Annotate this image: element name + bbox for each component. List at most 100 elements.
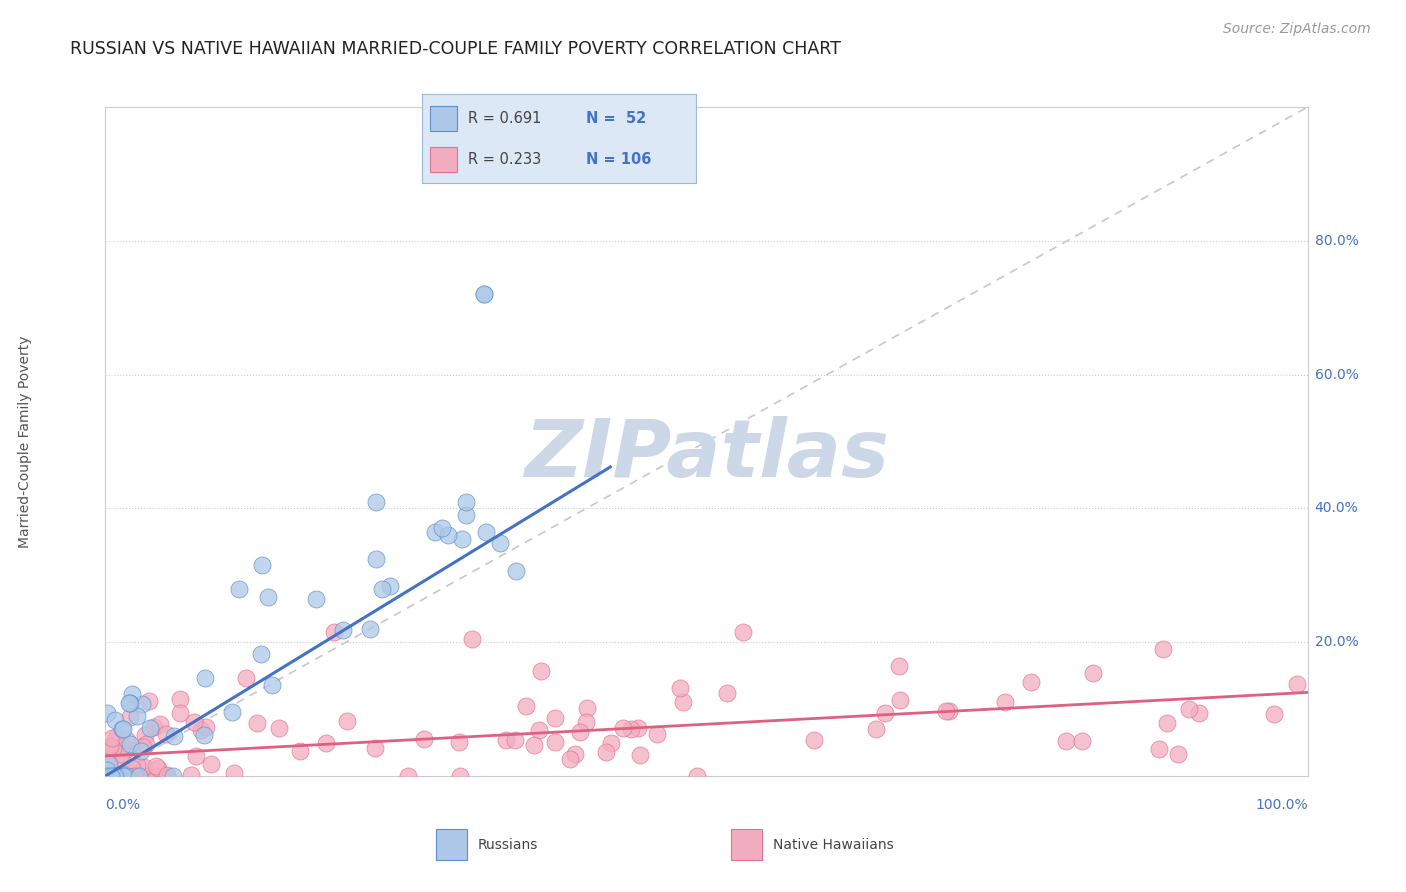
- Point: [104, 769, 127, 783]
- Point: [115, 742, 138, 756]
- Text: 40.0%: 40.0%: [1315, 501, 1358, 516]
- Point: [104, 769, 127, 783]
- Point: [668, 681, 690, 695]
- Point: [628, 748, 651, 763]
- Point: [451, 532, 474, 546]
- Point: [190, 723, 212, 738]
- Point: [1286, 677, 1309, 691]
- Point: [96, 706, 118, 720]
- Point: [935, 704, 957, 718]
- Point: [183, 714, 205, 729]
- Point: [600, 736, 623, 750]
- Point: [111, 722, 134, 736]
- Point: [104, 713, 127, 727]
- Point: [112, 769, 135, 783]
- Text: Native Hawaiians: Native Hawaiians: [773, 838, 894, 852]
- Point: [1263, 706, 1285, 721]
- Point: [336, 714, 359, 728]
- Point: [105, 769, 128, 783]
- Point: [889, 693, 911, 707]
- Point: [195, 720, 218, 734]
- Point: [121, 761, 143, 775]
- Point: [246, 715, 269, 730]
- Point: [118, 738, 141, 752]
- Point: [97, 740, 120, 755]
- Text: Russians: Russians: [478, 838, 538, 852]
- Point: [131, 697, 153, 711]
- Point: [98, 739, 121, 753]
- Point: [672, 695, 695, 709]
- Point: [155, 769, 177, 783]
- Point: [595, 745, 617, 759]
- Text: R = 0.233: R = 0.233: [468, 153, 541, 167]
- Point: [454, 494, 477, 508]
- Point: [169, 692, 191, 706]
- Point: [111, 769, 134, 783]
- Point: [380, 579, 402, 593]
- Point: [132, 740, 155, 755]
- Text: RUSSIAN VS NATIVE HAWAIIAN MARRIED-COUPLE FAMILY POVERTY CORRELATION CHART: RUSSIAN VS NATIVE HAWAIIAN MARRIED-COUPL…: [70, 40, 841, 58]
- Point: [100, 769, 122, 783]
- Point: [645, 727, 668, 741]
- Point: [96, 769, 118, 783]
- Point: [371, 582, 394, 596]
- Point: [364, 740, 387, 755]
- Point: [544, 735, 567, 749]
- Point: [135, 769, 157, 783]
- Point: [221, 706, 243, 720]
- Point: [359, 622, 381, 636]
- FancyBboxPatch shape: [430, 106, 457, 131]
- Point: [101, 769, 124, 783]
- Point: [889, 659, 911, 673]
- Point: [169, 706, 191, 720]
- FancyBboxPatch shape: [430, 147, 457, 172]
- Point: [305, 591, 328, 606]
- Text: 0.0%: 0.0%: [105, 798, 141, 813]
- Text: N =  52: N = 52: [586, 112, 647, 126]
- Point: [250, 647, 273, 661]
- Point: [1156, 715, 1178, 730]
- Point: [447, 735, 470, 749]
- Point: [146, 761, 169, 775]
- Point: [129, 744, 152, 758]
- Text: 80.0%: 80.0%: [1315, 234, 1358, 248]
- Point: [803, 733, 825, 747]
- Point: [364, 551, 387, 566]
- Point: [875, 706, 897, 721]
- Point: [364, 494, 387, 508]
- Point: [505, 565, 527, 579]
- Point: [110, 722, 132, 736]
- Point: [686, 769, 709, 783]
- Point: [97, 769, 120, 783]
- Point: [127, 758, 149, 772]
- Point: [122, 769, 145, 783]
- Point: [135, 737, 157, 751]
- Point: [1071, 734, 1094, 748]
- Point: [186, 748, 208, 763]
- Text: N = 106: N = 106: [586, 153, 651, 167]
- Point: [250, 558, 273, 573]
- Point: [235, 671, 257, 685]
- Point: [115, 733, 138, 747]
- Point: [162, 730, 184, 744]
- Point: [461, 632, 484, 646]
- Point: [110, 747, 132, 761]
- Point: [103, 769, 125, 783]
- Point: [138, 694, 160, 708]
- Point: [1178, 702, 1201, 716]
- Point: [101, 769, 124, 783]
- Point: [627, 722, 650, 736]
- Point: [938, 705, 960, 719]
- Point: [454, 508, 477, 523]
- Point: [155, 768, 177, 782]
- Point: [576, 701, 599, 715]
- Point: [495, 732, 517, 747]
- Point: [332, 623, 354, 637]
- Point: [121, 687, 143, 701]
- Point: [994, 695, 1017, 709]
- Point: [125, 709, 148, 723]
- Point: [413, 732, 436, 747]
- Point: [716, 686, 738, 700]
- Point: [515, 699, 537, 714]
- Point: [530, 664, 553, 678]
